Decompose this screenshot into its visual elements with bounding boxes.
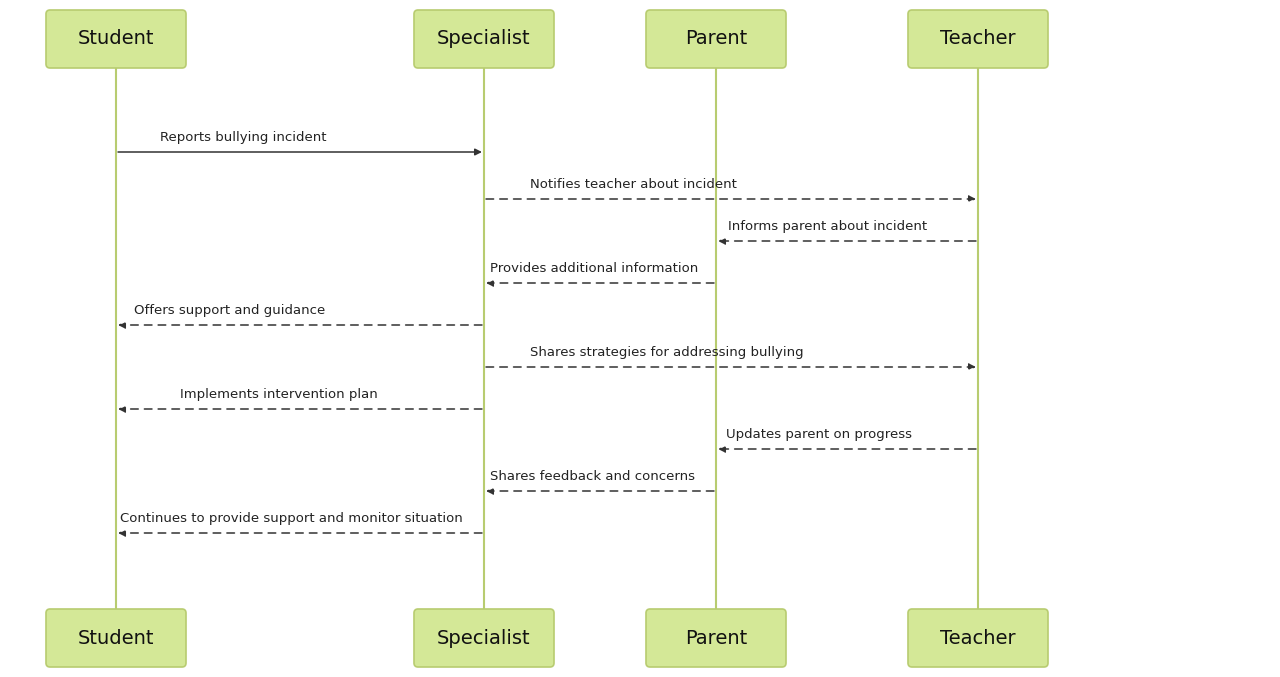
Text: Specialist: Specialist: [438, 628, 531, 647]
Text: Shares feedback and concerns: Shares feedback and concerns: [490, 470, 695, 483]
FancyBboxPatch shape: [46, 10, 186, 68]
Text: Reports bullying incident: Reports bullying incident: [160, 131, 326, 144]
FancyBboxPatch shape: [646, 609, 786, 667]
Text: Implements intervention plan: Implements intervention plan: [180, 388, 378, 401]
Text: Informs parent about incident: Informs parent about incident: [728, 220, 927, 233]
Text: Provides additional information: Provides additional information: [490, 262, 699, 275]
Text: Student: Student: [78, 628, 155, 647]
Text: Student: Student: [78, 30, 155, 49]
FancyBboxPatch shape: [908, 609, 1048, 667]
Text: Updates parent on progress: Updates parent on progress: [726, 428, 911, 441]
Text: Parent: Parent: [685, 628, 748, 647]
Text: Shares strategies for addressing bullying: Shares strategies for addressing bullyin…: [530, 346, 804, 359]
Text: Teacher: Teacher: [941, 628, 1016, 647]
FancyBboxPatch shape: [413, 10, 554, 68]
Text: Notifies teacher about incident: Notifies teacher about incident: [530, 178, 737, 191]
FancyBboxPatch shape: [46, 609, 186, 667]
FancyBboxPatch shape: [646, 10, 786, 68]
FancyBboxPatch shape: [908, 10, 1048, 68]
Text: Teacher: Teacher: [941, 30, 1016, 49]
Text: Offers support and guidance: Offers support and guidance: [134, 304, 325, 317]
Text: Parent: Parent: [685, 30, 748, 49]
Text: Specialist: Specialist: [438, 30, 531, 49]
FancyBboxPatch shape: [413, 609, 554, 667]
Text: Continues to provide support and monitor situation: Continues to provide support and monitor…: [120, 512, 463, 525]
